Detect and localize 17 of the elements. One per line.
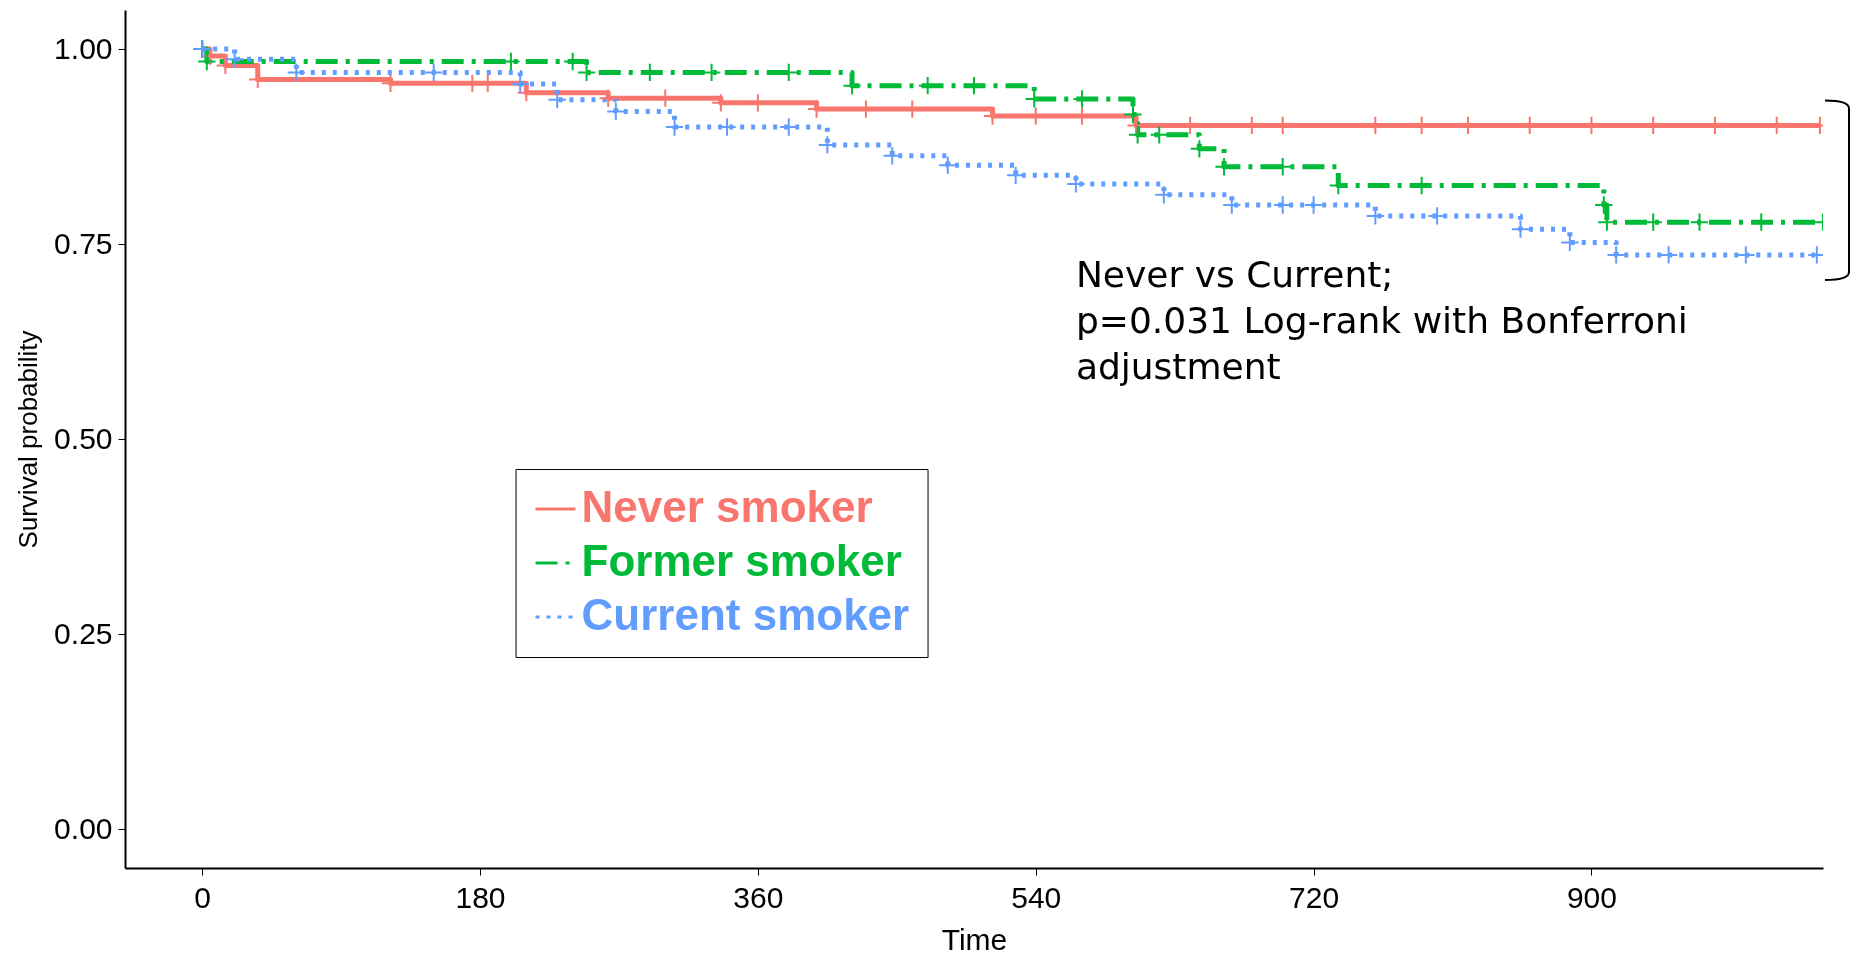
x-tick-label: 720 — [1289, 880, 1340, 914]
y-axis-title: Survival probability — [13, 330, 44, 549]
x-tick-label: 540 — [1011, 880, 1062, 914]
y-tick-label: 0.50 — [54, 421, 113, 455]
x-tick-label: 900 — [1566, 880, 1617, 914]
x-axis-title: Time — [941, 922, 1008, 956]
legend-label: Current smoker — [581, 590, 910, 640]
y-tick-label: 0.25 — [54, 616, 113, 650]
y-tick-label: 1.00 — [54, 31, 113, 65]
y-tick-label: 0.75 — [54, 226, 113, 260]
x-tick-label: 360 — [733, 880, 784, 914]
x-tick-label: 0 — [194, 880, 212, 914]
x-tick-label: 180 — [455, 880, 506, 914]
y-tick-label: 0.00 — [54, 811, 113, 845]
annotation: Never vs Current; p=0.031 Log-rank with Bonferroni adjustment — [1075, 253, 1688, 387]
legend-label: Never smoker — [581, 482, 873, 532]
legend-label: Former smoker — [581, 536, 902, 586]
